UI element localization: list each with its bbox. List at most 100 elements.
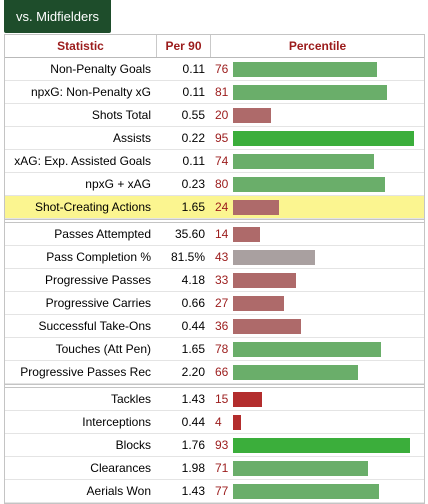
table-row[interactable]: npxG: Non-Penalty xG 0.11 81 bbox=[5, 81, 424, 104]
table-row[interactable]: Shot-Creating Actions 1.65 24 bbox=[5, 196, 424, 219]
table-row[interactable]: npxG + xAG 0.23 80 bbox=[5, 173, 424, 196]
percentile-cell: 43 bbox=[211, 246, 424, 268]
per90-value: 1.76 bbox=[181, 438, 205, 452]
table-row[interactable]: Clearances 1.98 71 bbox=[5, 457, 424, 480]
percentile-bar-track bbox=[233, 295, 423, 311]
percentile-cell: 15 bbox=[211, 388, 424, 410]
percentile-value: 20 bbox=[215, 108, 229, 122]
percentile-bar bbox=[233, 84, 387, 100]
column-header-statistic[interactable]: Statistic bbox=[5, 35, 157, 57]
percentile-cell: 36 bbox=[211, 315, 424, 337]
percentile-value: 95 bbox=[215, 131, 229, 145]
stat-name: Progressive Passes bbox=[44, 273, 151, 287]
tab-vs-midfielders[interactable]: vs. Midfielders bbox=[4, 0, 111, 33]
percentile-bar-track bbox=[233, 272, 423, 288]
table-row[interactable]: Touches (Att Pen) 1.65 78 bbox=[5, 338, 424, 361]
stat-name: Pass Completion % bbox=[46, 250, 151, 264]
stat-name: Shot-Creating Actions bbox=[34, 200, 151, 214]
per90-value: 0.11 bbox=[182, 62, 205, 76]
percentile-bar bbox=[233, 318, 302, 334]
table-row[interactable]: Pass Completion % 81.5% 43 bbox=[5, 246, 424, 269]
per90-value: 35.60 bbox=[174, 227, 205, 241]
percentile-value: 24 bbox=[215, 200, 229, 214]
percentile-bar-track bbox=[233, 153, 423, 169]
table-row[interactable]: Assists 0.22 95 bbox=[5, 127, 424, 150]
percentile-bar bbox=[233, 226, 260, 242]
percentile-bar bbox=[233, 414, 241, 430]
table-row[interactable]: Progressive Carries 0.66 27 bbox=[5, 292, 424, 315]
percentile-cell: 76 bbox=[211, 58, 424, 80]
percentile-bar bbox=[233, 61, 378, 77]
percentile-value: 15 bbox=[215, 392, 229, 406]
percentile-value: 27 bbox=[215, 296, 229, 310]
stat-name: Successful Take-Ons bbox=[38, 319, 152, 333]
per90-value: 1.43 bbox=[181, 392, 205, 406]
percentile-cell: 74 bbox=[211, 150, 424, 172]
percentile-cell: 66 bbox=[211, 361, 424, 383]
percentile-bar bbox=[233, 460, 368, 476]
percentile-bar-track bbox=[233, 199, 423, 215]
per90-value: 81.5% bbox=[170, 250, 205, 264]
stat-name: Touches (Att Pen) bbox=[55, 342, 151, 356]
per90-value: 0.44 bbox=[181, 319, 205, 333]
table-row[interactable]: Successful Take-Ons 0.44 36 bbox=[5, 315, 424, 338]
per90-value: 0.11 bbox=[182, 154, 205, 168]
percentile-bar bbox=[233, 176, 385, 192]
percentile-bar-track bbox=[233, 391, 423, 407]
percentile-bar bbox=[233, 437, 410, 453]
per90-value: 1.98 bbox=[181, 461, 205, 475]
stat-name: Progressive Passes Rec bbox=[20, 365, 151, 379]
percentile-bar-track bbox=[233, 483, 423, 499]
stat-name: npxG: Non-Penalty xG bbox=[30, 85, 151, 99]
percentile-bar bbox=[233, 107, 271, 123]
percentile-cell: 78 bbox=[211, 338, 424, 360]
percentile-bar-track bbox=[233, 414, 423, 430]
percentile-bar-track bbox=[233, 318, 423, 334]
percentile-value: 78 bbox=[215, 342, 229, 356]
column-header-percentile[interactable]: Percentile bbox=[288, 39, 347, 53]
percentile-cell: 71 bbox=[211, 457, 424, 479]
table-row[interactable]: Blocks 1.76 93 bbox=[5, 434, 424, 457]
percentile-bar bbox=[233, 391, 262, 407]
stat-name: Assists bbox=[112, 131, 151, 145]
percentile-bar-track bbox=[233, 437, 423, 453]
percentile-bar-track bbox=[233, 249, 423, 265]
stat-name: Tackles bbox=[110, 392, 151, 406]
percentile-bar bbox=[233, 295, 285, 311]
percentile-bar-track bbox=[233, 460, 423, 476]
stat-name: Shots Total bbox=[91, 108, 151, 122]
percentile-bar bbox=[233, 483, 380, 499]
table-row[interactable]: Progressive Passes Rec 2.20 66 bbox=[5, 361, 424, 384]
percentile-bar-track bbox=[233, 226, 423, 242]
table-row[interactable]: Passes Attempted 35.60 14 bbox=[5, 223, 424, 246]
percentile-bar-track bbox=[233, 176, 423, 192]
percentile-bar bbox=[233, 153, 374, 169]
stat-name: Aerials Won bbox=[86, 484, 151, 498]
table-row[interactable]: Progressive Passes 4.18 33 bbox=[5, 269, 424, 292]
per90-value: 1.43 bbox=[181, 484, 205, 498]
percentile-value: 80 bbox=[215, 177, 229, 191]
percentile-value: 43 bbox=[215, 250, 229, 264]
percentile-bar bbox=[233, 249, 315, 265]
stat-name: Clearances bbox=[90, 461, 151, 475]
percentile-cell: 27 bbox=[211, 292, 424, 314]
percentile-bar-track bbox=[233, 364, 423, 380]
group-separator bbox=[5, 384, 424, 388]
percentile-value: 33 bbox=[215, 273, 229, 287]
per90-value: 1.65 bbox=[181, 200, 205, 214]
percentile-cell: 20 bbox=[211, 104, 424, 126]
column-header-per90[interactable]: Per 90 bbox=[157, 35, 211, 57]
table-row[interactable]: Non-Penalty Goals 0.11 76 bbox=[5, 58, 424, 81]
table-row[interactable]: Shots Total 0.55 20 bbox=[5, 104, 424, 127]
per90-value: 0.44 bbox=[181, 415, 205, 429]
percentile-value: 4 bbox=[215, 415, 222, 429]
table-header: Statistic Per 90 Percentile bbox=[5, 35, 424, 58]
percentile-bar-track bbox=[233, 130, 423, 146]
percentile-cell: 33 bbox=[211, 269, 424, 291]
table-row[interactable]: xAG: Exp. Assisted Goals 0.11 74 bbox=[5, 150, 424, 173]
stat-name: Progressive Carries bbox=[45, 296, 151, 310]
per90-value: 0.55 bbox=[181, 108, 205, 122]
table-row[interactable]: Interceptions 0.44 4 bbox=[5, 411, 424, 434]
percentile-cell: 24 bbox=[211, 196, 424, 218]
table-row[interactable]: Tackles 1.43 15 bbox=[5, 388, 424, 411]
